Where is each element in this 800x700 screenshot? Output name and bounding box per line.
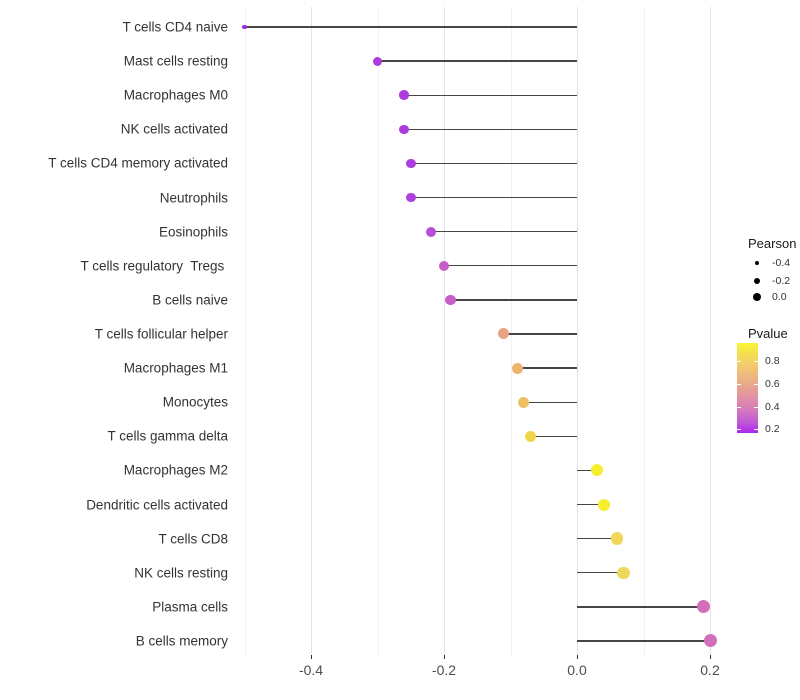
lollipop-stem	[377, 60, 577, 62]
grid-major-line	[311, 7, 312, 655]
colorbar-tick	[754, 383, 758, 385]
legend-size-dot	[754, 278, 760, 284]
category-label: Mast cells resting	[123, 53, 228, 69]
grid-minor-line	[643, 7, 645, 655]
x-axis-tick	[311, 655, 312, 659]
lollipop-dot	[406, 158, 416, 169]
lollipop-stem	[577, 606, 704, 608]
category-label: NK cells resting	[134, 565, 228, 580]
colorbar-tick	[737, 406, 741, 408]
lollipop-dot	[373, 56, 382, 66]
category-label: T cells gamma delta	[107, 428, 228, 444]
colorbar-tick-label: 0.8	[765, 355, 780, 367]
lollipop-stem	[530, 435, 577, 437]
category-label: Macrophages M1	[123, 360, 228, 376]
legend-pvalue-title: Pvalue	[748, 326, 788, 341]
lollipop-stem	[404, 128, 577, 131]
pvalue-colorbar	[737, 343, 758, 433]
lollipop-stem	[577, 640, 710, 642]
colorbar-tick	[737, 383, 741, 385]
lollipop-dot	[399, 124, 409, 135]
lollipop-dot	[425, 226, 436, 237]
lollipop-dot	[439, 260, 449, 271]
lollipop-stem	[404, 94, 577, 96]
colorbar-tick	[754, 428, 758, 430]
colorbar-tick-label: 0.4	[765, 400, 780, 413]
x-axis-tick-label: -0.2	[431, 662, 457, 678]
colorbar-tick	[754, 361, 758, 362]
x-axis-tick-label: -0.4	[298, 662, 324, 678]
category-label: T cells regulatory Tregs	[80, 258, 228, 274]
legend-size-label: -0.4	[772, 257, 791, 269]
lollipop-stem	[410, 162, 577, 165]
category-label: B cells naive	[152, 292, 228, 308]
grid-minor-line	[244, 7, 246, 655]
lollipop-dot	[590, 464, 603, 477]
category-label: Neutrophils	[159, 189, 228, 205]
colorbar-tick	[737, 361, 741, 362]
lollipop-dot	[399, 90, 409, 100]
lollipop-stem	[430, 230, 577, 233]
lollipop-dot	[617, 566, 630, 579]
lollipop-dot	[242, 24, 247, 30]
lollipop-dot	[445, 294, 456, 306]
x-axis-tick-label: 0.0	[567, 662, 587, 678]
lollipop-dot	[524, 430, 537, 443]
colorbar-tick	[737, 428, 741, 430]
lollipop-dot	[597, 498, 610, 511]
lollipop-dot	[498, 328, 510, 340]
x-axis-tick	[577, 655, 578, 659]
lollipop-dot	[696, 600, 710, 614]
grid-major-line	[710, 7, 711, 655]
colorbar-tick-label: 0.6	[765, 377, 780, 390]
lollipop-dot	[610, 532, 624, 545]
lollipop-dot	[518, 396, 530, 408]
lollipop-stem	[517, 367, 577, 369]
category-label: T cells CD4 memory activated	[48, 155, 228, 171]
category-label: T cells CD8	[158, 530, 228, 546]
grid-minor-line	[510, 7, 512, 655]
category-label: Macrophages M2	[123, 462, 228, 478]
category-label: Monocytes	[162, 394, 228, 410]
lollipop-dot	[511, 362, 523, 374]
lollipop-stem	[410, 196, 577, 199]
lollipop-dot	[406, 192, 416, 203]
category-label: B cells memory	[135, 633, 228, 649]
lollipop-stem	[444, 265, 577, 267]
lollipop-stem	[450, 299, 577, 301]
x-axis-tick	[444, 655, 445, 659]
grid-minor-line	[377, 7, 379, 655]
lollipop-stem	[523, 401, 577, 403]
colorbar-tick	[754, 406, 758, 408]
category-label: Dendritic cells activated	[86, 496, 228, 512]
grid-major-line	[444, 7, 445, 655]
category-label: T cells follicular helper	[94, 326, 228, 342]
legend-size-dot	[755, 261, 759, 265]
legend-size-label: 0.0	[772, 291, 787, 303]
x-axis-tick	[710, 655, 711, 659]
category-label: Plasma cells	[152, 599, 228, 615]
grid-major-line	[577, 7, 578, 655]
category-label: T cells CD4 naive	[122, 19, 228, 35]
category-label: NK cells activated	[120, 121, 228, 137]
category-label: Eosinophils	[158, 223, 228, 239]
legend-size-dot	[753, 293, 761, 301]
x-axis-tick-label: 0.2	[700, 662, 720, 678]
lollipop-dot	[703, 634, 717, 648]
lollipop-stem	[577, 503, 604, 506]
lollipop-stem	[577, 537, 617, 540]
lollipop-stem	[577, 469, 597, 472]
lollipop-stem	[503, 333, 577, 335]
lollipop-stem	[244, 26, 577, 28]
lollipop-stem	[577, 572, 624, 574]
colorbar-tick-label: 0.2	[765, 422, 780, 435]
legend-size-label: -0.2	[772, 275, 791, 287]
legend-pearson-title: Pearson	[748, 236, 797, 251]
category-label: Macrophages M0	[123, 87, 228, 103]
